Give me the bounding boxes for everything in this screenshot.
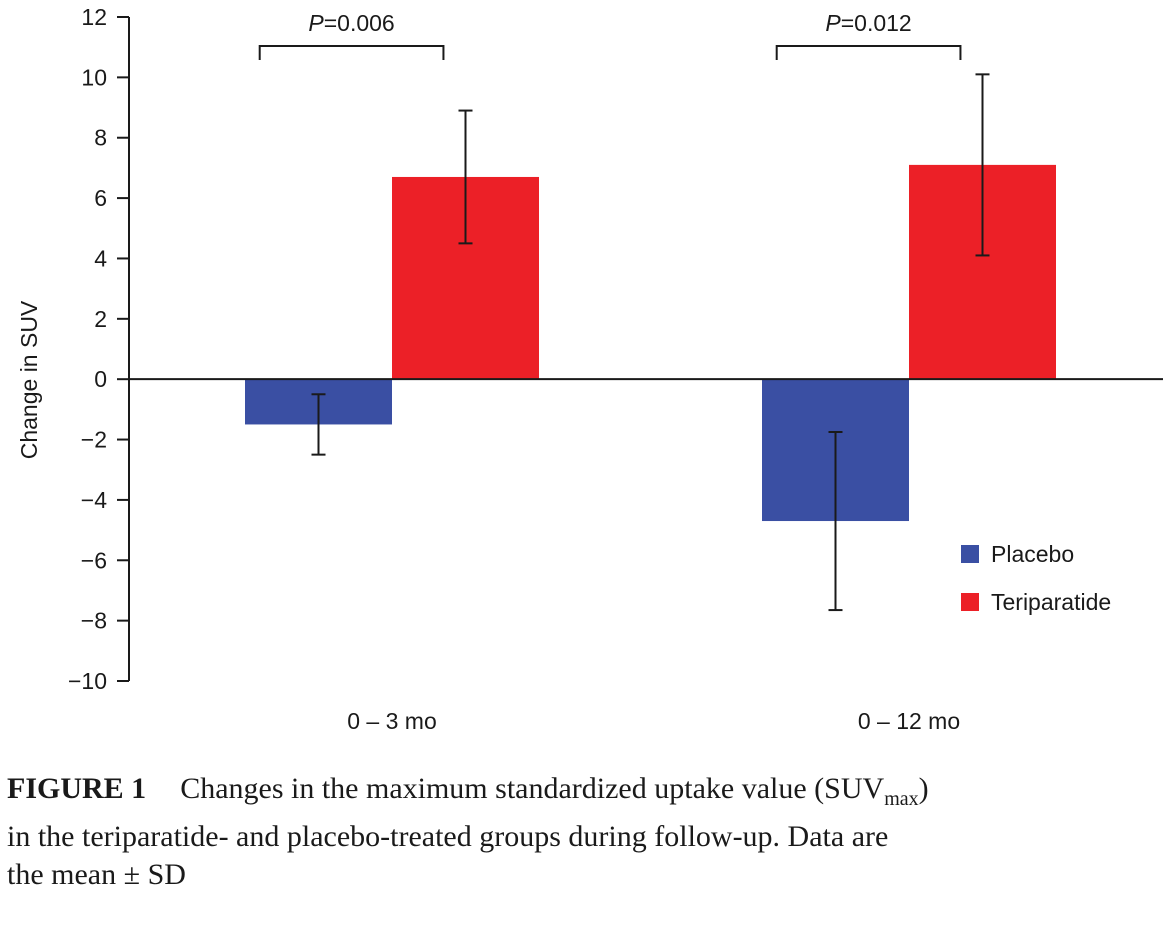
legend: Placebo Teriparatide bbox=[961, 541, 1111, 615]
caption-line-2: in the teriparatide- and placebo-treated… bbox=[7, 820, 889, 853]
y-tick-label: 4 bbox=[94, 245, 107, 271]
y-tick-label: 2 bbox=[94, 306, 107, 332]
significance-bracket bbox=[258, 45, 445, 60]
y-tick-label: 0 bbox=[94, 366, 107, 392]
significance-bracket bbox=[775, 45, 962, 60]
y-axis: 12 10 8 6 4 2 0 −2 −4 −6 −8 −10 bbox=[68, 4, 130, 694]
caption-text-1-end: ) bbox=[918, 772, 929, 805]
y-tick-label: 8 bbox=[94, 125, 107, 151]
y-tick-label: −8 bbox=[81, 608, 107, 634]
y-tick-label: 6 bbox=[94, 185, 107, 211]
legend-label-teriparatide: Teriparatide bbox=[991, 589, 1111, 615]
x-tick-label: 0 – 12 mo bbox=[858, 708, 960, 734]
caption-text-1: Changes in the maximum standardized upta… bbox=[180, 772, 885, 805]
caption-line-1: FIGURE 1 Changes in the maximum standardi… bbox=[7, 770, 1167, 818]
figure-caption: FIGURE 1 Changes in the maximum standardi… bbox=[7, 770, 1167, 894]
caption-label: FIGURE 1 bbox=[7, 772, 147, 805]
x-tick-label: 0 – 3 mo bbox=[347, 708, 437, 734]
p-value-label: P=0.012 bbox=[825, 10, 911, 36]
legend-swatch-teriparatide bbox=[961, 593, 979, 611]
bars bbox=[129, 73, 1163, 612]
y-tick-label: −4 bbox=[81, 487, 107, 513]
x-axis-labels: 0 – 3 mo 0 – 12 mo bbox=[347, 708, 960, 734]
legend-label-placebo: Placebo bbox=[991, 541, 1074, 567]
legend-swatch-placebo bbox=[961, 545, 979, 563]
y-tick-label: 12 bbox=[81, 4, 107, 30]
significance-annotations: P=0.006 P=0.012 bbox=[258, 10, 962, 60]
y-tick-label: 10 bbox=[81, 64, 107, 90]
y-tick-label: −6 bbox=[81, 547, 107, 573]
caption-subscript: max bbox=[884, 788, 919, 810]
p-value-label: P=0.006 bbox=[308, 10, 394, 36]
y-tick-label: −2 bbox=[81, 427, 107, 453]
y-axis-label: Change in SUV bbox=[16, 300, 42, 459]
chart: Change in SUV 12 10 8 6 4 2 0 −2 −4 −6 −8 −10 P=0.0… bbox=[16, 4, 1163, 734]
y-tick-label: −10 bbox=[68, 668, 107, 694]
caption-line-3: the mean ± SD bbox=[7, 858, 186, 891]
